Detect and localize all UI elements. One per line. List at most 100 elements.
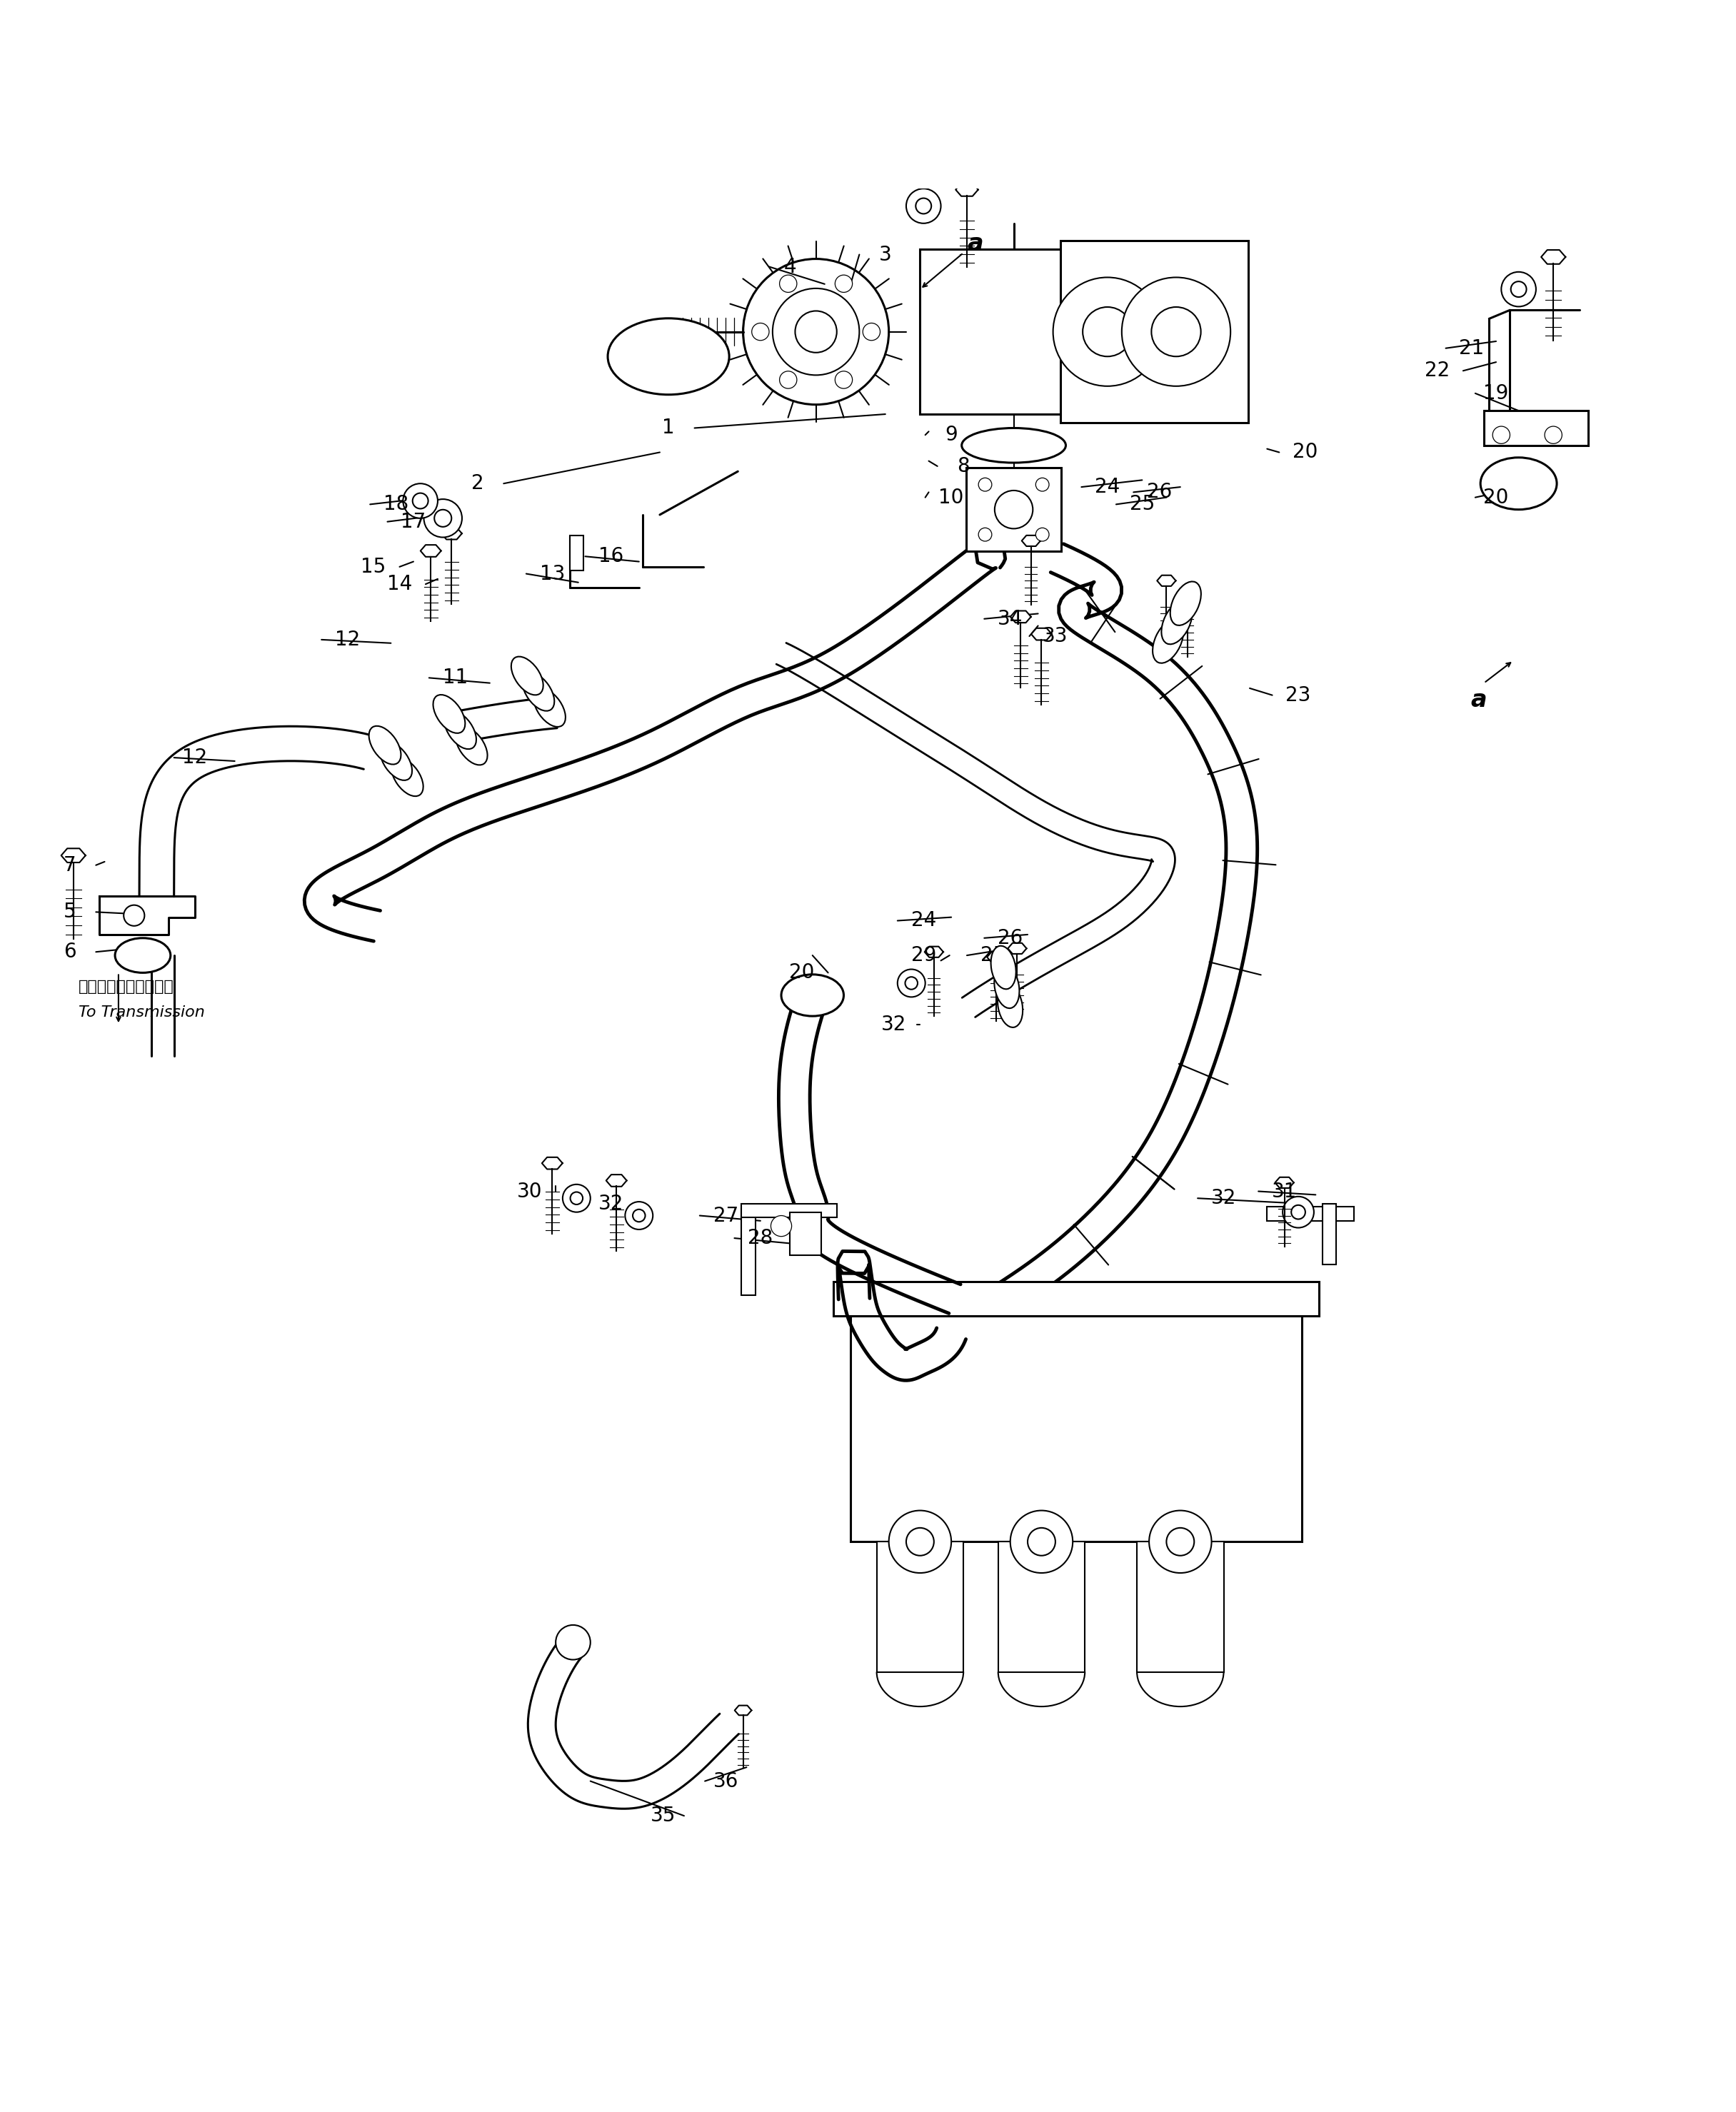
Circle shape [1510,281,1526,298]
Circle shape [779,275,797,291]
Circle shape [562,1185,590,1212]
Ellipse shape [962,429,1066,463]
Bar [790,1212,821,1255]
Circle shape [1493,427,1510,444]
Circle shape [1121,277,1231,386]
Text: 26: 26 [998,927,1023,948]
Text: 12: 12 [182,748,207,767]
Ellipse shape [781,974,844,1016]
Text: 6: 6 [64,942,76,961]
Polygon shape [1009,944,1026,955]
Circle shape [1545,427,1562,444]
Bar [998,1542,1085,1673]
Ellipse shape [1481,458,1557,509]
Text: 3: 3 [878,245,892,264]
Circle shape [1292,1206,1305,1219]
Text: 23: 23 [1286,684,1311,705]
Polygon shape [61,849,85,862]
Text: 26: 26 [1147,482,1172,503]
Text: 25: 25 [1130,494,1154,515]
Circle shape [1283,1198,1314,1227]
Text: a: a [1470,689,1486,712]
Text: 17: 17 [401,511,425,532]
Circle shape [904,978,918,988]
Circle shape [1010,1510,1073,1573]
Polygon shape [1158,574,1175,587]
Text: 32: 32 [599,1193,623,1214]
Text: 4: 4 [783,258,797,277]
Bar [741,1204,837,1217]
Bar [569,536,583,570]
Circle shape [979,528,991,541]
Text: 20: 20 [1484,488,1509,507]
Text: 29: 29 [911,946,936,965]
Circle shape [1149,1510,1212,1573]
Polygon shape [988,953,1005,963]
Bar [1267,1206,1354,1221]
Ellipse shape [998,984,1023,1026]
Ellipse shape [991,946,1016,988]
Text: 20: 20 [1293,441,1318,463]
Text: 10: 10 [939,488,963,507]
Circle shape [771,1217,792,1236]
Ellipse shape [380,741,411,779]
Polygon shape [925,946,943,957]
Circle shape [632,1210,646,1223]
Ellipse shape [995,965,1019,1007]
Text: 32: 32 [1212,1189,1236,1208]
Circle shape [1083,306,1132,357]
Ellipse shape [1161,600,1193,644]
Text: 7: 7 [64,855,76,874]
Circle shape [1502,272,1536,306]
Bar [1137,1542,1224,1673]
Bar [833,1282,1319,1316]
Text: To Transmission: To Transmission [78,1005,205,1020]
Ellipse shape [510,657,543,695]
Text: 8: 8 [957,456,970,475]
Circle shape [835,275,852,291]
Circle shape [779,372,797,389]
Text: 27: 27 [713,1206,738,1225]
Bar [1323,1204,1337,1265]
Text: 5: 5 [64,902,76,923]
Text: 25: 25 [981,946,1005,965]
Text: a: a [967,232,984,256]
Circle shape [1167,1527,1194,1557]
Text: 35: 35 [651,1806,675,1825]
Ellipse shape [1153,619,1184,663]
Polygon shape [1031,627,1052,640]
Text: 24: 24 [911,910,936,931]
Ellipse shape [444,710,476,750]
Circle shape [625,1202,653,1229]
Bar [851,1316,1302,1542]
Ellipse shape [391,758,424,796]
Polygon shape [99,895,194,936]
Circle shape [1036,477,1049,492]
Circle shape [1036,528,1049,541]
Bar [965,469,1061,551]
Circle shape [1054,277,1161,386]
Circle shape [835,372,852,389]
Circle shape [773,289,859,376]
Circle shape [123,906,144,925]
Polygon shape [1023,534,1040,547]
Text: 1: 1 [661,418,675,437]
Ellipse shape [1170,581,1201,625]
Text: 34: 34 [998,608,1023,629]
Text: 2: 2 [472,473,484,494]
Polygon shape [420,545,441,558]
Circle shape [434,509,451,526]
Polygon shape [441,528,462,539]
Ellipse shape [115,938,170,974]
Circle shape [743,260,889,406]
Bar [877,1542,963,1673]
Text: 32: 32 [882,1014,906,1035]
Circle shape [906,188,941,224]
Text: 14: 14 [387,574,411,593]
Text: 28: 28 [748,1229,773,1248]
Circle shape [556,1624,590,1660]
Text: 33: 33 [1043,625,1068,646]
Text: 21: 21 [1460,338,1484,359]
Bar [1061,241,1248,422]
Text: 18: 18 [384,494,408,515]
